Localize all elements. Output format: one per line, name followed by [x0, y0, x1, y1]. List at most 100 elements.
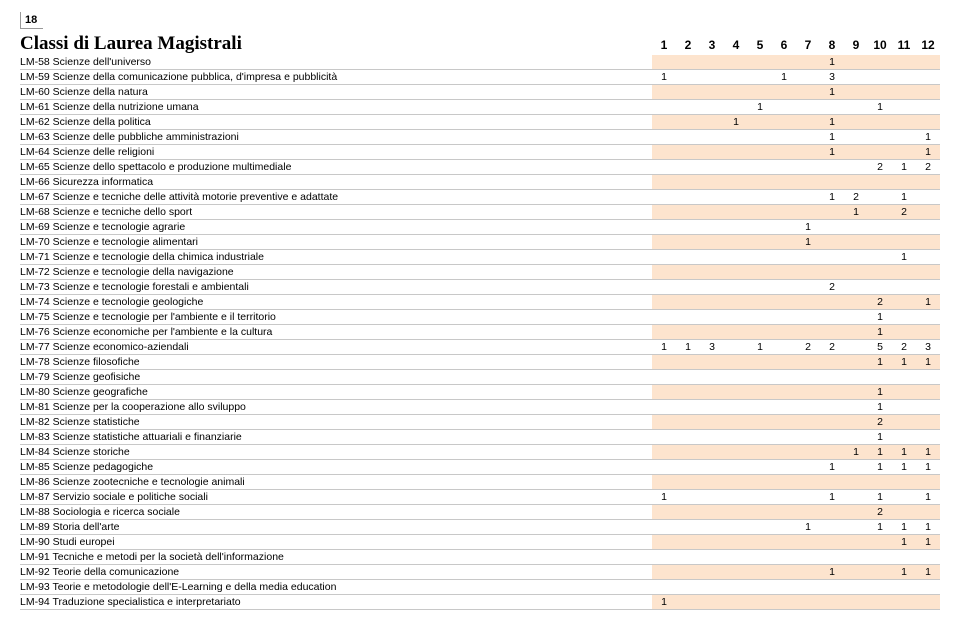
cell — [676, 415, 700, 430]
cell — [748, 415, 772, 430]
row-label: LM-74 Scienze e tecnologie geologiche — [20, 295, 652, 310]
cell — [868, 85, 892, 100]
row-label: LM-64 Scienze delle religioni — [20, 145, 652, 160]
cell — [676, 145, 700, 160]
cell — [772, 280, 796, 295]
cell — [700, 115, 724, 130]
cell — [796, 85, 820, 100]
cell — [844, 250, 868, 265]
cell — [748, 235, 772, 250]
cell — [820, 265, 844, 280]
table-row: LM-86 Scienze zootecniche e tecnologie a… — [20, 475, 940, 490]
table-row: LM-72 Scienze e tecnologie della navigaz… — [20, 265, 940, 280]
cell — [652, 460, 676, 475]
header-row: Classi di Laurea Magistrali 123456789101… — [20, 33, 940, 55]
table-row: LM-79 Scienze geofisiche — [20, 370, 940, 385]
cell: 2 — [868, 160, 892, 175]
row-label: LM-78 Scienze filosofiche — [20, 355, 652, 370]
cell — [916, 250, 940, 265]
cell — [724, 370, 748, 385]
cell — [820, 475, 844, 490]
table-row: LM-63 Scienze delle pubbliche amministra… — [20, 130, 940, 145]
cell — [676, 400, 700, 415]
cell — [796, 565, 820, 580]
cell — [916, 310, 940, 325]
cell — [700, 370, 724, 385]
cell — [724, 400, 748, 415]
cell — [868, 280, 892, 295]
cell — [748, 595, 772, 610]
table-row: LM-75 Scienze e tecnologie per l'ambient… — [20, 310, 940, 325]
cell — [772, 445, 796, 460]
cell — [844, 415, 868, 430]
cell — [892, 400, 916, 415]
cell — [700, 325, 724, 340]
cell — [700, 400, 724, 415]
cell — [820, 520, 844, 535]
cell — [652, 400, 676, 415]
cell — [916, 190, 940, 205]
column-header: 4 — [724, 38, 748, 52]
column-header: 11 — [892, 38, 916, 52]
cell: 1 — [796, 220, 820, 235]
cell — [820, 220, 844, 235]
cell — [724, 355, 748, 370]
page-number: 18 — [25, 14, 37, 26]
cell — [844, 400, 868, 415]
cell: 1 — [868, 490, 892, 505]
table-row: LM-70 Scienze e tecnologie alimentari1 — [20, 235, 940, 250]
cell — [724, 280, 748, 295]
cell — [652, 100, 676, 115]
cell — [820, 580, 844, 595]
table-row: LM-89 Storia dell'arte1111 — [20, 520, 940, 535]
cell — [796, 70, 820, 85]
cell — [820, 355, 844, 370]
cell — [676, 385, 700, 400]
column-header: 3 — [700, 38, 724, 52]
cell — [724, 190, 748, 205]
cell — [772, 235, 796, 250]
cell — [796, 430, 820, 445]
cell — [748, 535, 772, 550]
cell — [916, 205, 940, 220]
cell — [796, 445, 820, 460]
cell — [700, 580, 724, 595]
cell — [772, 475, 796, 490]
cell — [652, 475, 676, 490]
cell — [772, 220, 796, 235]
cell: 1 — [868, 445, 892, 460]
table-row: LM-68 Scienze e tecniche dello sport12 — [20, 205, 940, 220]
cell — [892, 475, 916, 490]
cell — [724, 55, 748, 70]
cell — [820, 415, 844, 430]
cell — [772, 130, 796, 145]
cell — [796, 175, 820, 190]
cell — [652, 370, 676, 385]
cell — [700, 280, 724, 295]
cell — [892, 295, 916, 310]
cell — [796, 205, 820, 220]
cell — [676, 250, 700, 265]
cell — [916, 385, 940, 400]
cell — [652, 295, 676, 310]
cell — [916, 580, 940, 595]
cell — [820, 550, 844, 565]
row-label: LM-77 Scienze economico-aziendali — [20, 340, 652, 355]
cell — [892, 130, 916, 145]
cell — [916, 175, 940, 190]
cell — [796, 595, 820, 610]
cell — [796, 325, 820, 340]
cell — [820, 175, 844, 190]
cell — [916, 325, 940, 340]
cell: 2 — [868, 295, 892, 310]
cell — [820, 385, 844, 400]
cell — [748, 520, 772, 535]
cell — [820, 325, 844, 340]
cell — [724, 535, 748, 550]
cell: 2 — [844, 190, 868, 205]
cell — [652, 385, 676, 400]
cell — [724, 100, 748, 115]
cell — [796, 355, 820, 370]
cell: 1 — [892, 355, 916, 370]
row-label: LM-67 Scienze e tecniche delle attività … — [20, 190, 652, 205]
